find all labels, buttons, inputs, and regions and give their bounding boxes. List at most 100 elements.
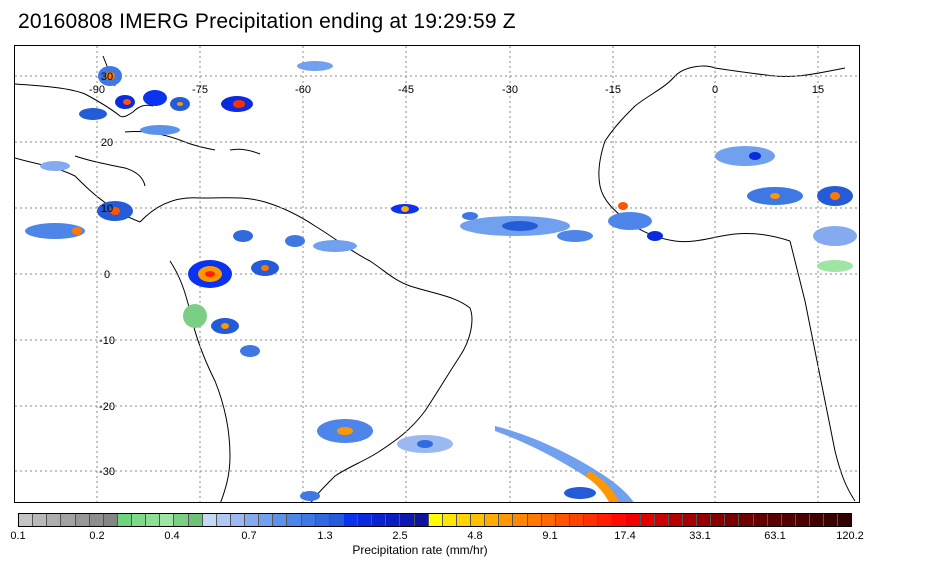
- precip-cell: [830, 192, 840, 200]
- precipitation-cells: [25, 61, 857, 502]
- colorbar-swatch: [682, 514, 697, 526]
- precip-cell: [749, 152, 761, 160]
- lon-label: -75: [192, 84, 208, 96]
- colorbar-swatch: [471, 514, 486, 526]
- africa-west-coast: [604, 65, 846, 142]
- colorbar-swatch: [697, 514, 712, 526]
- colorbar-swatch: [372, 514, 387, 526]
- colorbar-swatch: [584, 514, 599, 526]
- precip-cell: [205, 271, 215, 277]
- colorbar-swatch: [838, 514, 852, 526]
- precip-cell: [417, 440, 433, 448]
- colorbar-swatch: [188, 514, 203, 526]
- colorbar-swatch: [174, 514, 189, 526]
- colorbar-swatch: [132, 514, 147, 526]
- colorbar-swatch: [541, 514, 556, 526]
- precip-cell: [240, 345, 260, 357]
- colorbar-tick-label: 0.2: [89, 530, 105, 542]
- colorbar-swatch: [245, 514, 260, 526]
- colorbar-swatch: [343, 514, 358, 526]
- precip-cell: [813, 226, 857, 246]
- colorbar: [18, 513, 852, 527]
- colorbar-swatch: [626, 514, 641, 526]
- hispaniola-island: [229, 148, 261, 155]
- precip-cell: [608, 212, 652, 230]
- colorbar-swatch: [753, 514, 768, 526]
- colorbar-swatch: [61, 514, 76, 526]
- colorbar-swatch: [117, 514, 132, 526]
- colorbar-swatch: [259, 514, 274, 526]
- colorbar-swatch: [499, 514, 514, 526]
- colorbar-swatch: [781, 514, 796, 526]
- latitude-labels: 30 20 10 0 -10 -20 -30: [99, 71, 115, 478]
- colorbar-swatch: [555, 514, 570, 526]
- precip-cell: [25, 223, 85, 239]
- precip-cell: [79, 108, 107, 120]
- colorbar-swatch: [33, 514, 48, 526]
- precip-cell: [140, 125, 180, 135]
- colorbar-swatch: [230, 514, 245, 526]
- lon-label: 0: [712, 84, 718, 96]
- colorbar-swatch: [654, 514, 669, 526]
- colorbar-tick-label: 120.2: [836, 530, 864, 542]
- colorbar-swatch: [456, 514, 471, 526]
- precip-cell: [401, 206, 409, 212]
- colorbar-tick-label: 33.1: [689, 530, 711, 542]
- colorbar-tick-label: 0.7: [241, 530, 257, 542]
- precip-cell: [300, 491, 320, 501]
- africa-southwest-coast: [789, 240, 856, 502]
- colorbar-swatch: [513, 514, 528, 526]
- colorbar-swatch: [485, 514, 500, 526]
- colorbar-swatch: [767, 514, 782, 526]
- colorbar-swatch: [315, 514, 330, 526]
- lat-label: 10: [101, 203, 113, 215]
- precip-cell: [233, 100, 245, 108]
- map-title: 20160808 IMERG Precipitation ending at 1…: [18, 10, 516, 33]
- colorbar-tick-label: 9.1: [542, 530, 558, 542]
- lat-label: -10: [99, 335, 115, 347]
- lat-label: 30: [101, 71, 113, 83]
- colorbar-swatch: [358, 514, 373, 526]
- lon-label: 15: [812, 84, 824, 96]
- colorbar-swatch: [160, 514, 175, 526]
- colorbar-swatch: [202, 514, 217, 526]
- colorbar-swatch: [273, 514, 288, 526]
- colorbar-swatch: [598, 514, 613, 526]
- colorbar-tick-label: 63.1: [764, 530, 786, 542]
- precip-cell: [72, 227, 82, 235]
- colorbar-swatch: [824, 514, 839, 526]
- precip-cell: [502, 221, 538, 231]
- precip-cell: [123, 99, 131, 105]
- colorbar-swatch: [428, 514, 443, 526]
- precip-cell: [143, 90, 167, 106]
- precip-cell: [40, 161, 70, 171]
- precip-cell: [557, 230, 593, 242]
- colorbar-tick-label: 0.1: [10, 530, 26, 542]
- map-canvas: -90 -75 -60 -45 -30 -15 0 15 30 20 10 0 …: [15, 46, 859, 502]
- colorbar-swatch: [810, 514, 825, 526]
- lat-label: 20: [101, 137, 113, 149]
- precip-cell: [110, 207, 120, 215]
- colorbar-label: Precipitation rate (mm/hr): [352, 543, 488, 557]
- precip-cell: [261, 265, 269, 271]
- lon-label: -15: [605, 84, 621, 96]
- precip-cell: [337, 427, 353, 435]
- lon-label: -60: [295, 84, 311, 96]
- lon-label: -45: [398, 84, 414, 96]
- colorbar-swatch: [442, 514, 457, 526]
- colorbar-swatch: [527, 514, 542, 526]
- precip-cell: [183, 304, 207, 328]
- colorbar-tick-label: 2.5: [392, 530, 408, 542]
- precip-cell: [770, 193, 780, 199]
- colorbar-swatch: [103, 514, 118, 526]
- lat-label: -30: [99, 466, 115, 478]
- lat-label: -20: [99, 401, 115, 413]
- precip-band-core: [585, 471, 620, 502]
- precip-cell: [817, 260, 853, 272]
- colorbar-swatch: [739, 514, 754, 526]
- precip-cell: [462, 212, 478, 220]
- colorbar-swatch: [301, 514, 316, 526]
- south-america-west-coast: [169, 260, 231, 502]
- colorbar-swatch: [47, 514, 62, 526]
- precip-cell: [221, 323, 229, 329]
